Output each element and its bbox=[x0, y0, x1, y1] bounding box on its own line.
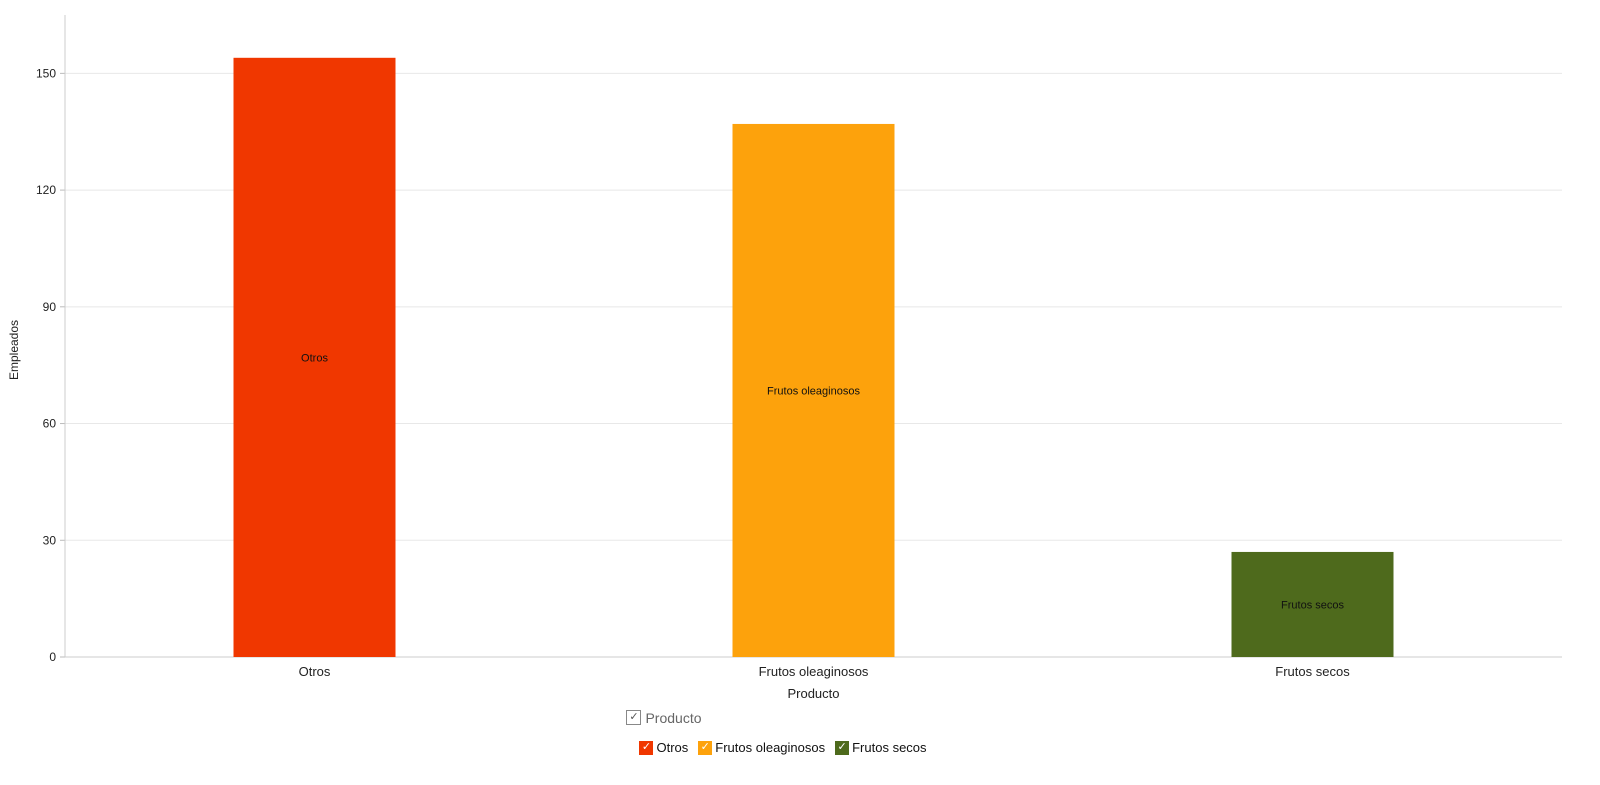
y-tick-label: 0 bbox=[49, 650, 56, 664]
x-tick-label: Frutos secos bbox=[1275, 664, 1350, 679]
legend-item-frutos-oleaginosos[interactable]: ✓ Frutos oleaginosos bbox=[698, 740, 825, 755]
legend-item-frutos-secos[interactable]: ✓ Frutos secos bbox=[835, 740, 927, 755]
x-tick-label: Frutos oleaginosos bbox=[759, 664, 869, 679]
legend-item-label: Frutos secos bbox=[852, 740, 927, 755]
legend-title-toggle[interactable]: ✓ Producto bbox=[626, 709, 702, 726]
legend: ✓ Otros ✓ Frutos oleaginosos ✓ Frutos se… bbox=[0, 738, 1600, 758]
y-tick-label: 30 bbox=[43, 533, 57, 547]
legend-items: ✓ Otros ✓ Frutos oleaginosos ✓ Frutos se… bbox=[639, 740, 927, 755]
checkbox-icon: ✓ bbox=[626, 710, 642, 725]
bar[interactable] bbox=[732, 123, 895, 658]
bar-data-label: Frutos secos bbox=[1281, 599, 1344, 611]
bar-data-label: Frutos oleaginosos bbox=[767, 385, 860, 397]
bar[interactable] bbox=[1231, 551, 1394, 657]
bar-chart: 0 30 60 90 120 150 Otros Otros Frutos oleaginoso… bbox=[7, 15, 1562, 701]
legend-item-otros[interactable]: ✓ Otros bbox=[639, 740, 688, 755]
legend-swatch-check-icon: ✓ bbox=[698, 740, 713, 755]
bar[interactable] bbox=[233, 57, 396, 658]
bar-data-label: Otros bbox=[301, 352, 328, 364]
y-tick-label: 90 bbox=[43, 300, 57, 314]
legend-swatch-check-icon: ✓ bbox=[835, 740, 850, 755]
legend-title-label: Producto bbox=[645, 709, 702, 726]
y-axis-title: Empleados bbox=[7, 320, 21, 380]
x-tick-label: Otros bbox=[299, 664, 331, 679]
y-tick-label: 60 bbox=[43, 417, 57, 431]
y-tick-label: 150 bbox=[36, 66, 56, 80]
legend-item-label: Otros bbox=[656, 740, 689, 755]
legend-title-row: ✓ Producto bbox=[0, 708, 1600, 728]
legend-item-label: Frutos oleaginosos bbox=[715, 740, 826, 755]
x-axis-title: Producto bbox=[787, 686, 839, 700]
legend-swatch-check-icon: ✓ bbox=[639, 740, 654, 755]
y-tick-label: 120 bbox=[36, 183, 56, 197]
